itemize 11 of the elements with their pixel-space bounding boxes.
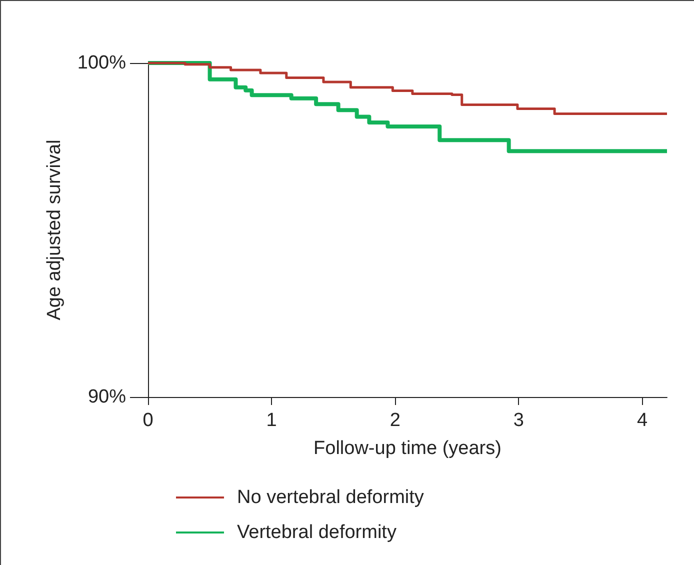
x-tick-label: 3 <box>513 410 524 431</box>
x-tick-label: 0 <box>142 410 154 431</box>
x-tick-label: 4 <box>636 410 648 431</box>
y-tick-label: 100% <box>77 52 126 74</box>
legend-label: Vertebral deformity <box>237 522 397 543</box>
legend-label: No vertebral deformity <box>237 487 424 508</box>
x-tick-label: 2 <box>390 410 400 431</box>
y-tick-label: 90% <box>88 386 126 408</box>
x-axis-title: Follow-up time (years) <box>314 438 502 459</box>
y-axis-title: Age adjusted survival <box>44 140 65 320</box>
x-tick-label: 1 <box>266 410 277 431</box>
